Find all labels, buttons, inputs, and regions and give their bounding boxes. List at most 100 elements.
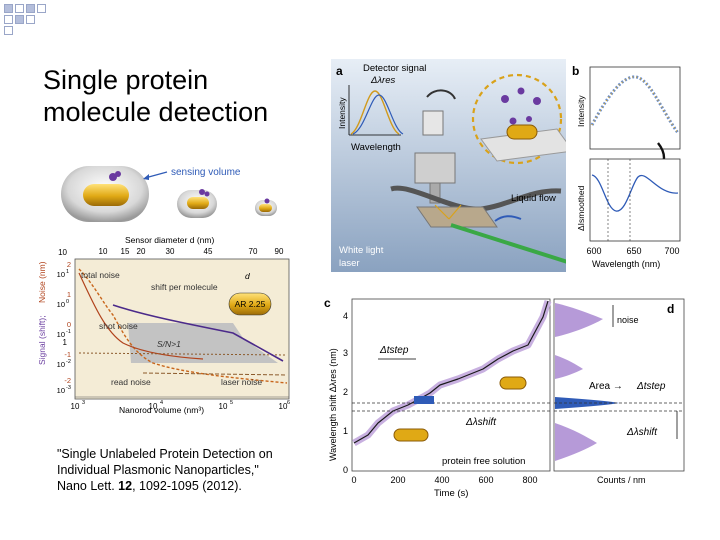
noise-exponent: 0 xyxy=(66,299,69,305)
noise-exponent: -2 xyxy=(66,359,71,365)
zoom-circle xyxy=(471,73,563,165)
delta-i-label: ΔIsmoothed xyxy=(576,185,586,231)
panel-c-y-tick: 1 xyxy=(343,426,348,436)
panel-b-x-ticks: 600 650 700 xyxy=(586,246,679,256)
panel-c-y-tick: 0 xyxy=(343,465,348,475)
intensity-spectrum xyxy=(590,75,680,134)
left-tick-labels-noise: 10 10 10 10 10 xyxy=(57,270,65,395)
top-tick: 90 xyxy=(275,247,284,256)
trace-line xyxy=(353,300,549,444)
top-tick: 45 xyxy=(204,247,213,256)
liquid-flow-arrow xyxy=(494,215,522,222)
step-highlight xyxy=(414,396,434,404)
panel-a-letter: a xyxy=(336,64,343,78)
histogram-peak-mid xyxy=(555,355,583,379)
panel-c-y-tick: 3 xyxy=(343,348,348,358)
bottom-tick-exponents: 3 4 5 6 xyxy=(82,400,290,406)
panel-c-x-ticks: 0 200 400 600 800 xyxy=(351,475,537,485)
panel-c-y-tick: 2 xyxy=(343,387,348,397)
y-axis-label-noise: Noise (nm) xyxy=(37,261,47,303)
bottom-exponent: 4 xyxy=(160,400,163,406)
laser-noise-label: laser noise xyxy=(221,377,262,387)
histogram-peak-top xyxy=(555,303,603,337)
detector-signal-label: Detector signal xyxy=(363,63,426,74)
panel-b-spectra: b Intensity ΔIsmoothed 600 650 700 Wavel… xyxy=(566,59,684,272)
liquid-flow-label: Liquid flow xyxy=(511,193,556,204)
shot-noise-curve xyxy=(78,272,204,360)
read-noise-label: read noise xyxy=(111,377,151,387)
noise-tick: 10 xyxy=(57,300,65,309)
bottom-tick: 10 xyxy=(219,402,228,411)
white-light-label: White light xyxy=(339,245,384,256)
medium-nanorod xyxy=(187,197,209,209)
ar-nanorod xyxy=(228,292,272,316)
nanorod-volume-label: Nanorod volume (nm³) xyxy=(119,405,204,415)
protein-molecule xyxy=(109,173,117,181)
panel-a-intensity-label: Intensity xyxy=(337,97,347,129)
delta-i-curve xyxy=(591,174,679,212)
area-label: Area → xyxy=(589,381,623,392)
histogram-peak-bottom xyxy=(555,423,597,461)
panel-a-wavelength-label: Wavelength xyxy=(351,142,401,153)
noise-exponent: -1 xyxy=(66,329,71,335)
panel-d-xlabel: Counts / nm xyxy=(597,475,646,485)
panel-b-xlabel: Wavelength (nm) xyxy=(592,259,660,269)
bottom-tick-labels: 10 10 10 10 xyxy=(71,402,288,411)
d-label: d xyxy=(245,271,250,281)
panel-c-t-step: Δtstep xyxy=(379,345,409,356)
panel-d-histogram: d noise Area → Δtstep Δλshift Counts / n… xyxy=(553,293,688,503)
bottom-exponent: 5 xyxy=(230,400,233,406)
bottom-exponent: 6 xyxy=(287,400,290,406)
noise-label: noise xyxy=(617,315,639,325)
sensing-volume-label: sensing volume xyxy=(171,167,241,178)
top-tick: 70 xyxy=(249,247,258,256)
left-tick-exponents: 1 0 -1 -2 -3 xyxy=(66,269,71,391)
laser-noise-curve xyxy=(142,372,288,376)
snr-label: S/N>1 xyxy=(157,339,181,349)
panel-c-xlabel: Time (s) xyxy=(434,488,468,499)
panel-b-x-tick: 700 xyxy=(664,246,679,256)
panel-d-t-step: Δtstep xyxy=(636,381,666,392)
zoomed-nanorod xyxy=(506,124,538,140)
detector-box xyxy=(422,110,444,136)
spectrum-curve-blue xyxy=(352,94,404,135)
panel-c-x-tick: 200 xyxy=(390,475,405,485)
panel-c-y-ticks: 0 1 2 3 4 xyxy=(343,311,348,475)
bottom-tick: 10 xyxy=(279,402,288,411)
citation-line-1: "Single Unlabeled Protein Detection on xyxy=(57,447,273,461)
shift-tick: 1 xyxy=(67,290,71,299)
panel-c-x-tick: 600 xyxy=(478,475,493,485)
panel-d-letter: d xyxy=(667,302,674,316)
shift-tick: -1 xyxy=(64,350,71,359)
top-tick: 15 xyxy=(121,247,130,256)
read-noise-curve xyxy=(78,352,288,356)
panel-c-l-shift: Δλshift xyxy=(465,417,497,428)
slide-title: Single protein molecule detection xyxy=(43,64,268,128)
total-noise-label: total noise xyxy=(81,270,120,280)
panel-c-x-tick: 0 xyxy=(351,475,356,485)
delta-res-label: Δλres xyxy=(370,75,395,86)
nanorod-icon xyxy=(499,376,527,390)
shift-per-molecule-curve xyxy=(112,304,284,362)
citation-line-2: Individual Plasmonic Nanoparticles," xyxy=(57,463,259,477)
total-noise-curve xyxy=(78,268,288,384)
citation-line-3: Nano Lett. 12, 1092-1095 (2012). xyxy=(57,479,242,493)
shift-tick: 2 xyxy=(67,260,71,269)
nanorod-illustration: sensing volume xyxy=(55,152,295,230)
citation-volume: 12 xyxy=(118,479,133,493)
noise-exponent: -3 xyxy=(66,385,71,391)
panel-c-ylabel: Wavelength shift Δλres (nm) xyxy=(328,348,338,461)
laser-label: laser xyxy=(339,258,360,269)
noise-tick: 10 xyxy=(57,270,65,279)
citation: "Single Unlabeled Protein Detection on I… xyxy=(57,446,307,494)
noise-tick: 10 xyxy=(57,386,65,395)
panel-c-time-trace: c Δtstep Δλshift protein free solution 0… xyxy=(318,293,554,503)
title-line-2: molecule detection xyxy=(43,97,269,127)
right-tick: 1 xyxy=(63,338,68,347)
small-nanorod xyxy=(259,204,272,212)
large-nanorod xyxy=(83,184,129,206)
left-tick-labels-shift: 2 1 0 -1 -2 xyxy=(64,260,71,385)
top-tick: 30 xyxy=(166,247,175,256)
title-line-1: Single protein xyxy=(43,65,209,95)
panel-b-intensity-label: Intensity xyxy=(576,95,586,127)
